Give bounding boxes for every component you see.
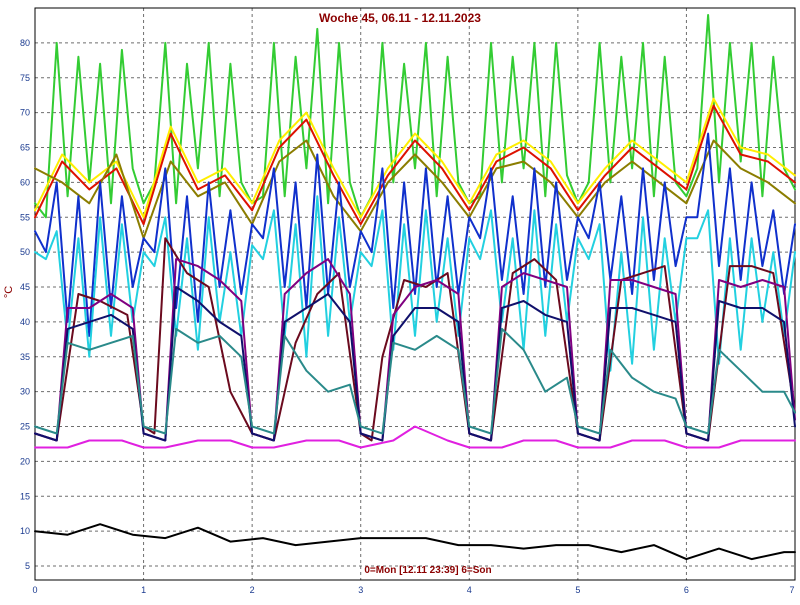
y-axis-label: °C [3, 286, 15, 298]
y-tick-label: 15 [20, 491, 30, 501]
y-tick-label: 70 [20, 108, 30, 118]
series-line-2 [34, 104, 796, 226]
series-line-5 [34, 195, 796, 372]
y-tick-label: 10 [20, 526, 30, 536]
x-tick-label: 0 [32, 585, 37, 595]
series-line-1 [34, 97, 796, 219]
y-tick-label: 80 [20, 38, 30, 48]
series-line-0 [34, 14, 796, 219]
y-tick-label: 50 [20, 247, 30, 257]
x-tick-label: 3 [358, 585, 363, 595]
x-tick-label: 5 [575, 585, 580, 595]
plot-frame [34, 7, 796, 581]
x-tick-label: 1 [141, 585, 146, 595]
y-tick-label: 40 [20, 317, 30, 327]
x-tick-label: 4 [467, 585, 472, 595]
series-line-9 [34, 327, 796, 435]
chart-footer: 0=Mon [12.11 23:39] 6=Son [364, 565, 491, 576]
series-line-10 [34, 425, 796, 449]
y-tick-label: 65 [20, 143, 30, 153]
y-tick-label: 55 [20, 212, 30, 222]
series-line-8 [34, 286, 796, 442]
y-tick-label: 75 [20, 73, 30, 83]
series-line-4 [34, 132, 796, 337]
y-tick-label: 25 [20, 422, 30, 432]
y-tick-label: 45 [20, 282, 30, 292]
chart-title: Woche 45, 06.11 - 12.11.2023 [319, 11, 481, 25]
x-tick-label: 6 [684, 585, 689, 595]
y-tick-label: 35 [20, 352, 30, 362]
y-tick-label: 20 [20, 456, 30, 466]
x-tick-label: 7 [789, 585, 794, 595]
x-tick-label: 2 [250, 585, 255, 595]
y-tick-label: 60 [20, 177, 30, 187]
y-tick-label: 5 [25, 561, 30, 571]
series-line-3 [34, 139, 796, 240]
series-line-11 [34, 523, 796, 561]
y-tick-label: 30 [20, 387, 30, 397]
